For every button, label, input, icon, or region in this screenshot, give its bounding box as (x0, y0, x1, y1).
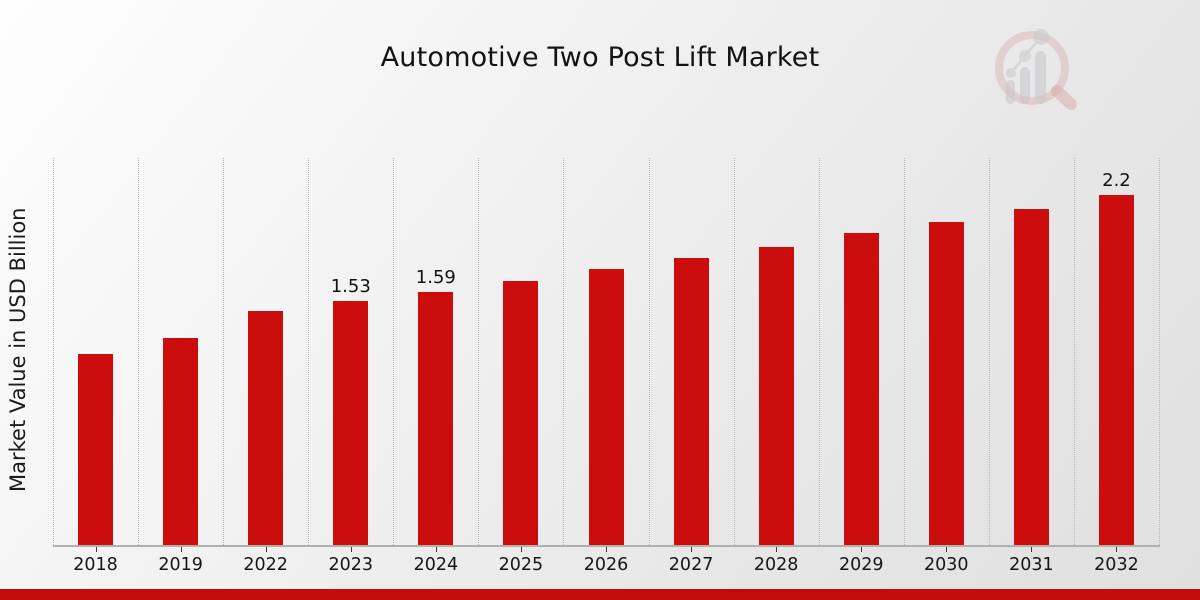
y-axis-label: Market Value in USD Billion (6, 207, 30, 493)
bar-2026 (588, 269, 624, 545)
magnifier-barchart-watermark-icon (988, 24, 1088, 112)
x-tick (95, 547, 97, 552)
gridline (478, 158, 480, 545)
bar-2028 (758, 247, 794, 545)
x-tick-label: 2022 (243, 555, 288, 575)
gridline (818, 158, 820, 545)
x-tick (350, 547, 352, 552)
x-tick-label: 2026 (583, 555, 629, 575)
bar-2022 (248, 311, 284, 545)
bar-2032 (1098, 195, 1134, 545)
bar-2025 (503, 281, 539, 545)
x-tick-label: 2032 (1094, 555, 1139, 575)
x-tick-label: 2019 (158, 555, 203, 575)
bar-2019 (163, 338, 199, 545)
x-tick-label: 2024 (413, 555, 459, 575)
x-tick (520, 547, 522, 552)
x-tick-label: 2031 (1009, 555, 1054, 575)
bar-2024 (418, 292, 454, 545)
x-tick-label: 2030 (924, 555, 969, 575)
x-tick-label: 2023 (328, 555, 374, 575)
x-tick-label: 2029 (838, 555, 884, 575)
gridline (223, 158, 225, 545)
bar-value-label: 2.2 (1102, 170, 1131, 191)
x-tick (1031, 547, 1033, 552)
gridline (988, 158, 990, 545)
bar-2029 (843, 233, 879, 545)
x-tick-label: 2018 (73, 555, 118, 575)
gridline (563, 158, 565, 545)
bar-2030 (928, 222, 964, 545)
x-tick (691, 547, 693, 552)
x-axis: 2018 2019 2022 2023 2024 2025 2026 2027 2028 2029… (53, 545, 1159, 585)
x-tick-label: 2025 (498, 555, 544, 575)
gridline (903, 158, 905, 545)
bar-2027 (673, 258, 709, 545)
bar-value-label: 1.59 (415, 267, 456, 288)
gridline (648, 158, 650, 545)
gridline (733, 158, 735, 545)
chart-title: Automotive Two Post Lift Market (380, 42, 820, 73)
bottom-red-strip (0, 589, 1200, 600)
x-tick (180, 547, 182, 552)
gridline (53, 158, 54, 545)
x-tick-label: 2027 (668, 555, 714, 575)
bar-2023 (333, 301, 369, 545)
gridline (308, 158, 310, 545)
x-tick (606, 547, 607, 552)
bar-2018 (78, 354, 114, 545)
x-tick (946, 547, 948, 552)
gridline (393, 158, 395, 545)
x-tick (435, 547, 437, 552)
x-tick (776, 547, 778, 552)
bar-value-label: 1.53 (330, 276, 371, 297)
x-tick (1116, 547, 1118, 552)
bar-2031 (1013, 209, 1049, 545)
gridline (138, 158, 140, 545)
x-tick (265, 547, 267, 552)
x-tick (861, 547, 863, 552)
plot-area: 1.53 1.59 2.2 (53, 158, 1160, 545)
x-axis-line (53, 545, 1160, 547)
x-tick-label: 2028 (753, 555, 799, 575)
gridline (1073, 158, 1075, 545)
gridline (1159, 158, 1160, 545)
